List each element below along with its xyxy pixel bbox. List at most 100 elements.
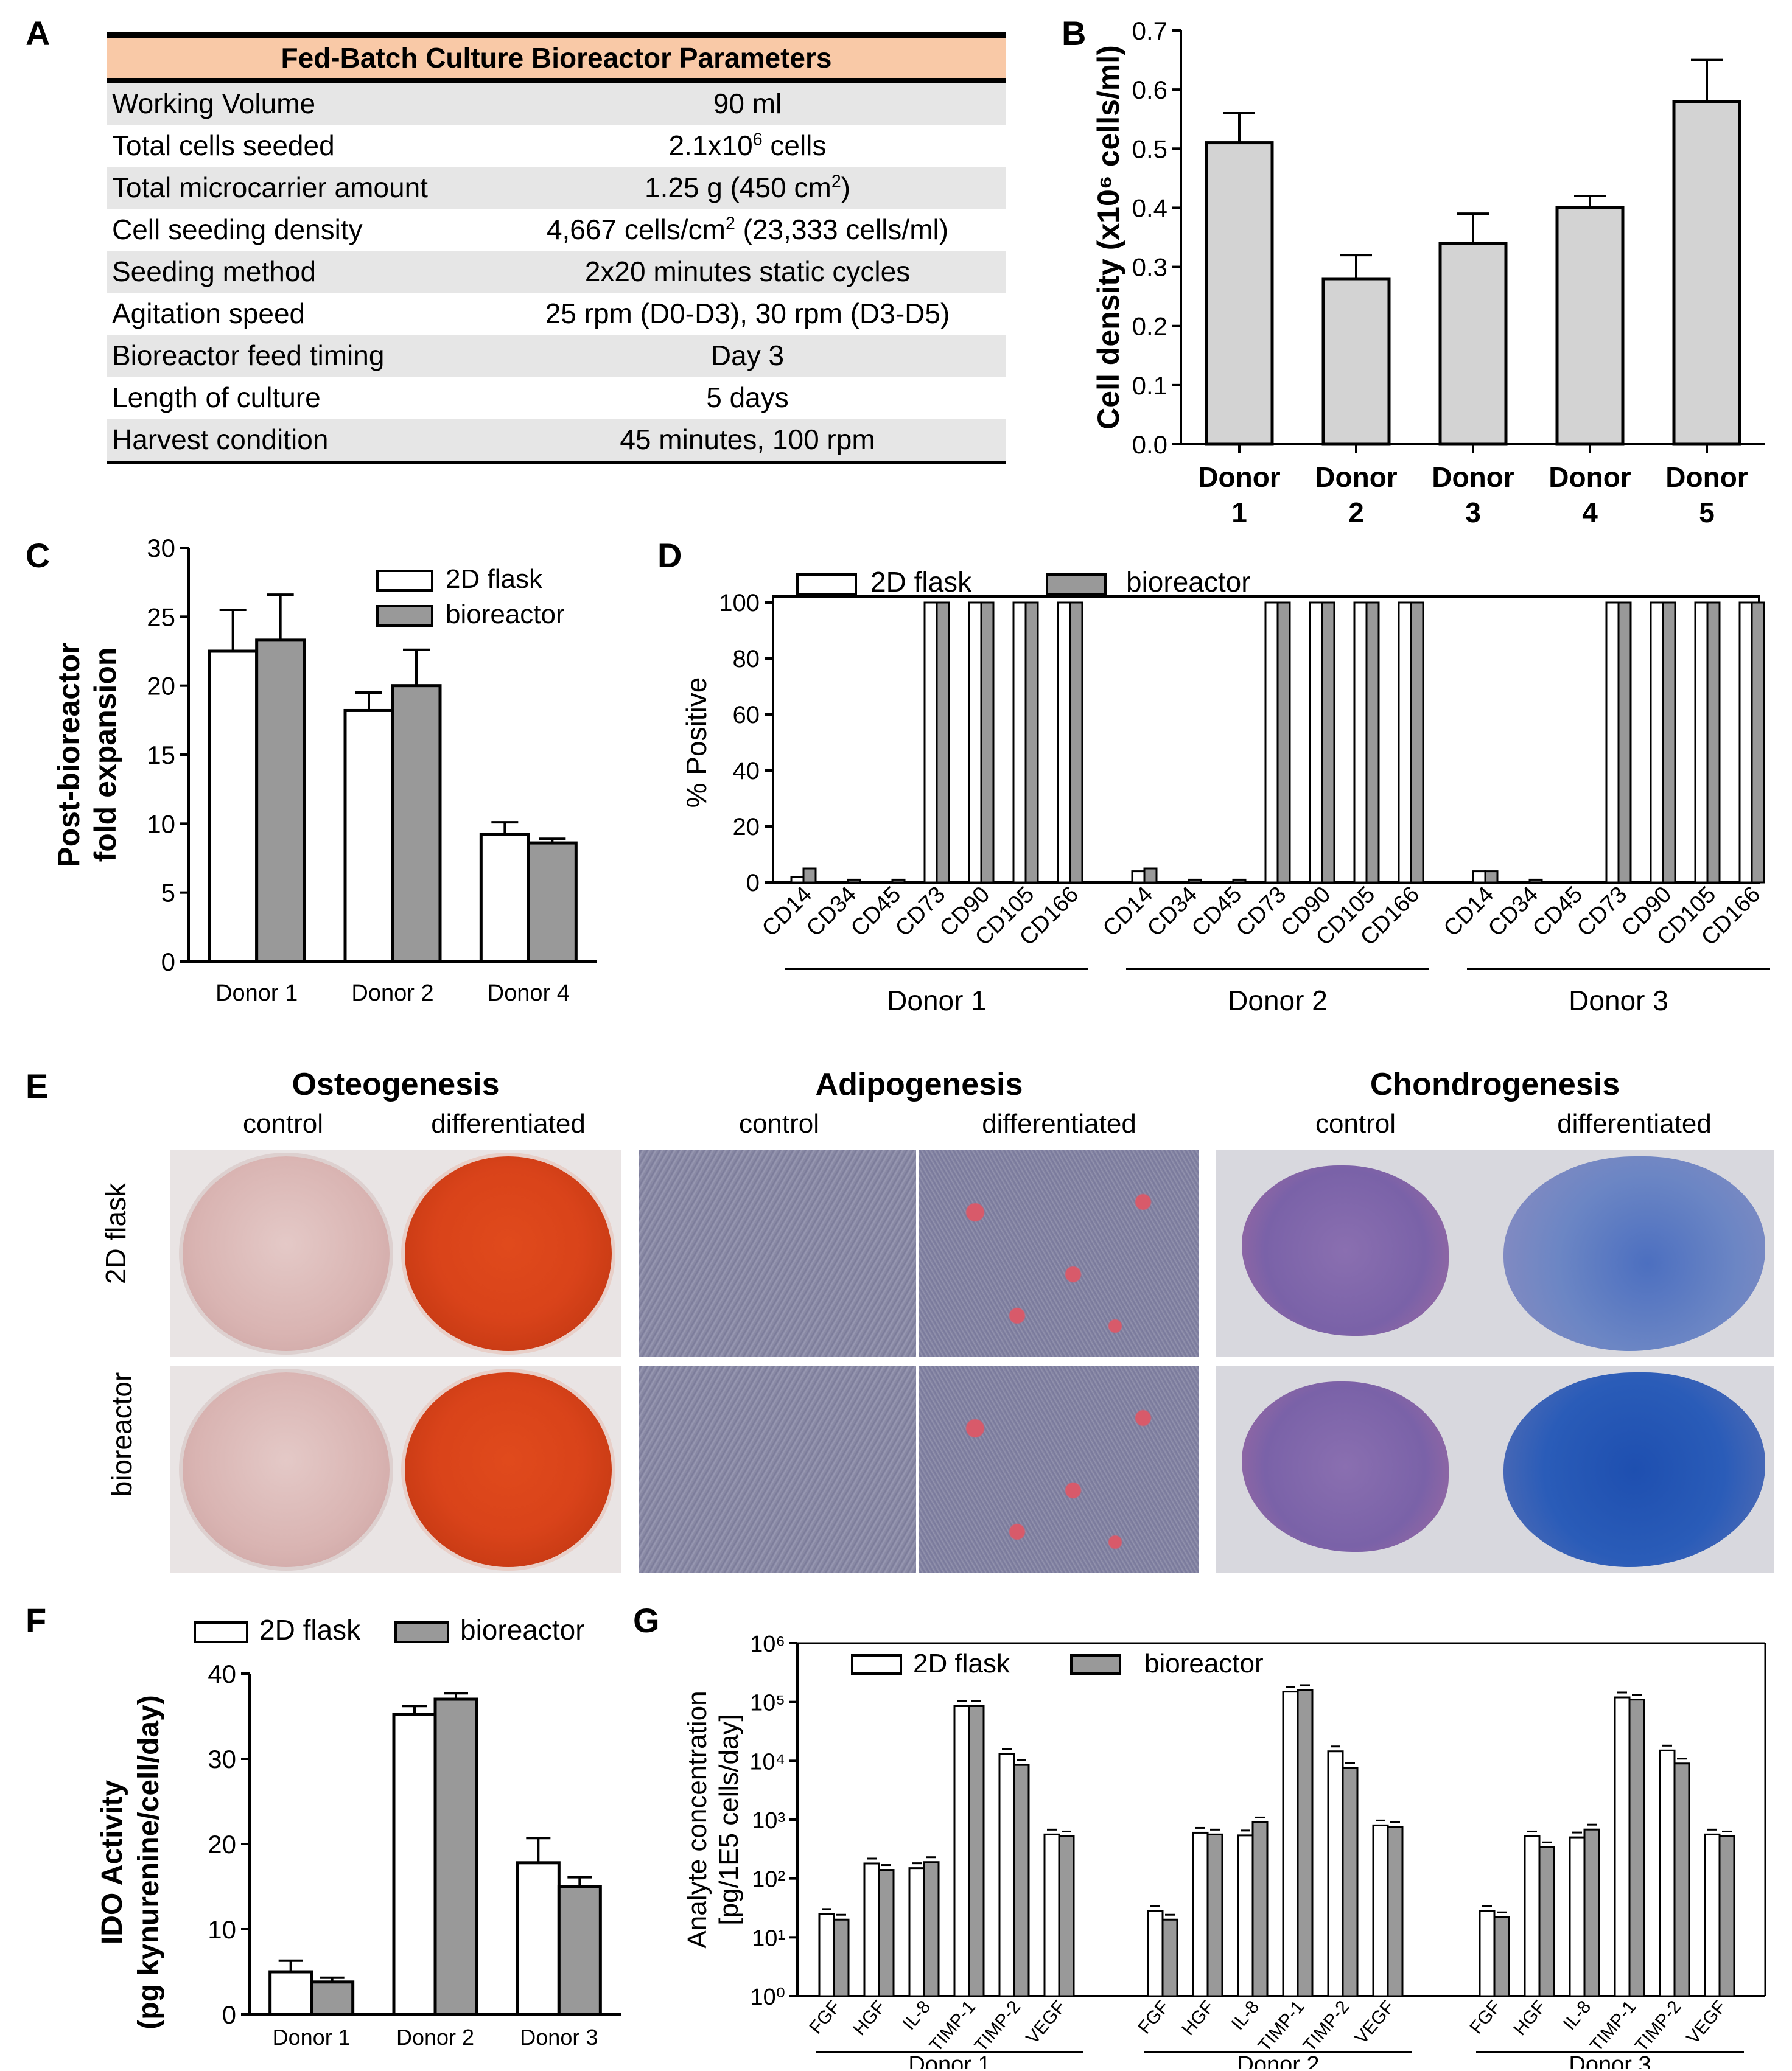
chart-c-fold-expansion: 0 5 10 15 20 25 30 Donor 1 Donor 2 Donor 4 2D flas… <box>52 534 597 1006</box>
legend-label-flask: 2D flask <box>913 1649 1010 1678</box>
table-row: Harvest condition 45 minutes, 100 rpm <box>107 419 1006 461</box>
x-tick-label: CD45 <box>1528 882 1587 941</box>
bar <box>968 601 982 884</box>
bar <box>527 841 578 963</box>
x-tick-label: 3 <box>1465 497 1481 528</box>
bar <box>1738 601 1753 884</box>
bar <box>863 1862 880 1997</box>
table-row-value: 1.25 g (450 cm2) <box>644 172 851 203</box>
bar <box>1321 277 1391 446</box>
x-tick-label: TIMP-2 <box>1631 1997 1685 2056</box>
subtitle-differentiated: differentiated <box>1557 1109 1712 1139</box>
bar <box>1583 1828 1600 1997</box>
legend-label-bioreactor: bioreactor <box>446 599 565 629</box>
bar <box>1143 867 1158 884</box>
bar <box>1410 601 1424 884</box>
x-tick-label: CD73 <box>1572 882 1632 941</box>
x-tick-label: IL-8 <box>1559 1997 1595 2034</box>
adipo-differentiated-image <box>919 1366 1199 1573</box>
bar <box>1659 1749 1676 1997</box>
table-row-label: Total microcarrier amount <box>112 172 428 203</box>
osteo-control-well <box>183 1156 390 1351</box>
bar <box>998 1753 1015 1997</box>
y-tick-label: 5 <box>161 879 175 907</box>
y-tick-label: 0 <box>161 948 175 976</box>
legend-swatch-bioreactor <box>1046 573 1107 595</box>
x-tick-label: Donor 2 <box>351 980 433 1006</box>
section-title: Adipogenesis <box>815 1067 1023 1102</box>
y-tick-label: 15 <box>147 741 175 769</box>
x-tick-label: IL-8 <box>1228 1997 1264 2034</box>
table-row: Cell seeding density 4,667 cells/cm2 (23,… <box>107 209 1006 251</box>
y-tick-label: 10³ <box>752 1808 785 1834</box>
chart-b-cell-density: 0.0 0.1 0.2 0.3 0.4 0.5 0.6 0.7 Donor 1 Donor 2 Dono… <box>1091 16 1765 528</box>
group-label: Donor 1 <box>908 2052 990 2069</box>
bar <box>953 1705 970 1997</box>
table-row: Working Volume 90 ml <box>107 83 1006 125</box>
y-tick-label: 0.0 <box>1132 430 1167 459</box>
bar <box>268 1970 313 2016</box>
bar <box>1479 1910 1496 1997</box>
y-tick-label: 10 <box>208 1915 236 1944</box>
legend-label-bioreactor: bioreactor <box>1126 566 1251 598</box>
x-tick-label: CD14 <box>1439 882 1499 941</box>
x-tick-label: Donor <box>1198 461 1281 493</box>
x-tick-label: Donor 4 <box>488 980 570 1006</box>
panel-label-f: F <box>26 1601 47 1640</box>
table-row-value: Day 3 <box>710 340 785 371</box>
bar <box>891 878 906 884</box>
bar <box>1321 601 1335 884</box>
panel-label-g: G <box>633 1601 660 1640</box>
bar <box>790 876 805 884</box>
bar <box>1706 601 1721 884</box>
y-axis-title: [pg/1E5 cells/day] <box>714 1714 744 1925</box>
y-axis-title: Post-bioreactor <box>52 642 86 867</box>
bar <box>479 833 530 963</box>
table-top-rule <box>107 32 1006 38</box>
bar <box>433 1697 478 2016</box>
x-tick-label: 5 <box>1699 497 1715 528</box>
bar <box>1327 1750 1344 1997</box>
x-tick-label: 1 <box>1231 497 1247 528</box>
chondro-control-pellet <box>1242 1165 1449 1336</box>
bar <box>1069 601 1083 884</box>
y-tick-label: 10⁶ <box>750 1632 785 1657</box>
x-tick-label: IL-8 <box>899 1997 935 2034</box>
subtitle-control: control <box>738 1109 820 1139</box>
y-tick-label: 100 <box>719 590 760 616</box>
table-row-label: Working Volume <box>112 88 316 119</box>
table-row-label: Length of culture <box>112 382 321 413</box>
bar <box>516 1861 561 2016</box>
bar <box>936 601 950 884</box>
y-axis-title: % Positive <box>681 677 712 808</box>
y-tick-label: 10² <box>752 1867 785 1893</box>
legend-swatch-flask <box>796 573 857 595</box>
x-tick-label: Donor 3 <box>520 2025 598 2050</box>
row-label-bioreactor: bioreactor <box>106 1372 138 1497</box>
chart-d-marker-expression: 020406080100CD14CD34CD45CD73CD90CD105CD1… <box>681 566 1770 1016</box>
bar <box>1387 1826 1404 1997</box>
bar <box>923 601 938 884</box>
x-tick-label: HGF <box>1178 1997 1218 2039</box>
subtitle-control: control <box>1315 1109 1396 1139</box>
x-tick-label: CD34 <box>802 882 861 941</box>
bar <box>1672 100 1741 446</box>
y-tick-label: 30 <box>208 1745 236 1773</box>
x-tick-label: Donor 1 <box>215 980 298 1006</box>
legend-label-flask: 2D flask <box>259 1614 361 1646</box>
bar <box>802 867 817 884</box>
section-title: Chondrogenesis <box>1370 1067 1620 1102</box>
bar <box>818 1913 835 1997</box>
bar <box>1372 1824 1389 1997</box>
table-row-value: 4,667 cells/cm2 (23,333 cells/ml) <box>546 214 949 245</box>
bar <box>1538 1846 1555 1997</box>
x-tick-label: CD14 <box>1098 882 1158 941</box>
bar <box>1024 601 1039 884</box>
bar <box>255 638 306 963</box>
section-title: Osteogenesis <box>292 1067 500 1102</box>
table-row: Seeding method 2x20 minutes static cycles <box>107 251 1006 293</box>
subtitle-control: control <box>242 1109 324 1139</box>
table-row-label: Harvest condition <box>112 424 329 455</box>
y-tick-label: 40 <box>208 1660 236 1688</box>
subtitle-differentiated: differentiated <box>431 1109 586 1139</box>
